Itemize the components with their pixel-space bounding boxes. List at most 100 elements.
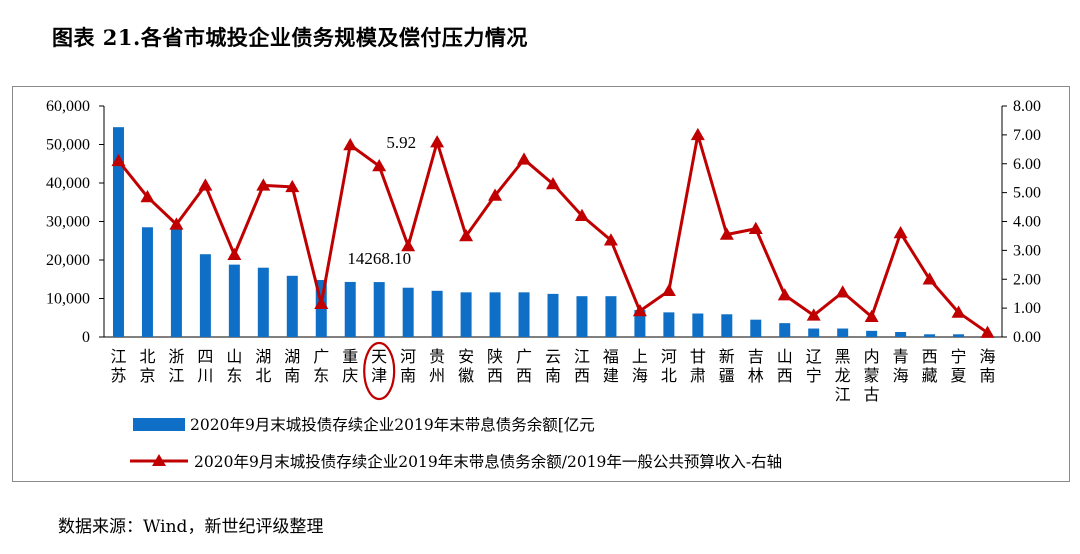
bar <box>634 310 646 337</box>
category-label: 云南 <box>545 347 561 385</box>
right-axis-tick-label: 3.00 <box>1013 242 1041 259</box>
source-note: 数据来源：Wind，新世纪评级整理 <box>58 517 324 537</box>
bar <box>402 287 414 337</box>
category-label: 陕西 <box>487 347 503 385</box>
bar <box>895 331 907 337</box>
chart-svg: 0 10,000 20,000 30,000 40,000 50,000 60,000 0.0… <box>46 98 1041 471</box>
category-label: 海南 <box>980 347 996 385</box>
category-label: 内蒙古 <box>864 347 880 404</box>
line-marker <box>864 309 879 323</box>
category-label: 广西 <box>516 347 532 385</box>
line-marker <box>459 228 474 242</box>
line-marker <box>488 188 503 201</box>
category-label: 四川 <box>197 347 213 385</box>
legend-bar-swatch <box>133 418 185 431</box>
category-label: 吉林 <box>748 347 764 385</box>
legend-bar-label: 2020年9月末城投债存续企业2019年末带息债务余额[亿元 <box>190 415 595 434</box>
category-label: 湖北 <box>255 347 271 385</box>
line-marker <box>922 272 937 285</box>
category-label: 天津 <box>371 347 387 385</box>
bar <box>547 293 559 337</box>
line-marker <box>285 179 300 193</box>
line-marker <box>951 305 966 318</box>
line-marker <box>517 152 532 165</box>
highlight-ellipse <box>363 341 396 401</box>
bar <box>286 275 298 337</box>
bar <box>866 330 878 337</box>
bar <box>373 282 385 337</box>
line-marker <box>661 283 676 297</box>
line-marker <box>632 304 647 317</box>
bar <box>228 264 240 337</box>
right-axis-tick-label: 2.00 <box>1013 271 1041 288</box>
category-label: 黑龙江 <box>835 347 851 404</box>
line-marker <box>111 153 126 167</box>
category-label: 河南 <box>400 347 416 385</box>
line-marker <box>430 135 445 148</box>
line-marker <box>806 308 821 321</box>
category-label: 河北 <box>661 347 677 385</box>
category-label: 北京 <box>139 347 155 385</box>
legend-line-marker <box>152 454 166 466</box>
category-label: 安徽 <box>458 347 474 385</box>
left-axis-tick-label: 40,000 <box>46 175 90 192</box>
legend-line-label: 2020年9月末城投债存续企业2019年末带息债务余额/2019年一般公共预算收… <box>194 452 782 471</box>
right-axis-tick-label: 5.00 <box>1013 185 1041 202</box>
category-label: 西藏 <box>922 347 938 385</box>
category-label: 贵州 <box>429 347 445 385</box>
line-marker <box>574 208 589 221</box>
left-axis-tick-label: 50,000 <box>46 137 90 154</box>
category-label: 浙江 <box>168 347 184 385</box>
bar <box>663 312 675 337</box>
line-marker <box>169 217 184 230</box>
category-label: 甘肃 <box>690 347 706 385</box>
right-axis-tick-label: 4.00 <box>1013 214 1041 231</box>
data-label: 5.92 <box>386 133 416 152</box>
category-label: 福建 <box>603 347 619 385</box>
category-label: 青海 <box>893 347 909 385</box>
line-marker <box>835 285 850 298</box>
line-marker <box>227 247 242 260</box>
right-axis-tick-label: 0.00 <box>1013 329 1041 346</box>
category-label: 湖南 <box>284 347 300 385</box>
bar <box>750 319 762 337</box>
category-label: 辽宁 <box>806 347 822 385</box>
category-label: 上海 <box>632 347 648 385</box>
right-axis-tick-label: 6.00 <box>1013 156 1041 173</box>
category-label: 广东 <box>313 347 329 385</box>
category-label: 宁夏 <box>951 347 967 385</box>
line-marker <box>980 325 995 338</box>
bar <box>605 296 617 337</box>
bar <box>808 328 820 337</box>
left-axis-tick-label: 10,000 <box>46 291 90 308</box>
bar <box>431 290 443 337</box>
line-marker <box>314 296 329 310</box>
left-axis-tick-label: 60,000 <box>46 98 90 115</box>
bar <box>112 127 124 337</box>
category-label: 江西 <box>574 347 590 385</box>
left-axis-tick-label: 0 <box>82 329 90 346</box>
bar <box>837 328 849 337</box>
line-marker <box>372 159 387 172</box>
figure-title: 图表 21.各省市城投企业债务规模及偿付压力情况 <box>52 25 528 50</box>
line-marker <box>546 176 560 190</box>
data-label: 14268.10 <box>347 249 411 268</box>
line-marker <box>748 221 763 234</box>
right-axis-tick-label: 1.00 <box>1013 300 1041 317</box>
bar <box>257 267 269 337</box>
bar <box>924 334 936 337</box>
bar <box>518 292 530 337</box>
line-marker <box>256 178 271 191</box>
bar <box>721 314 733 337</box>
line-marker <box>777 288 792 301</box>
chart-frame <box>12 86 1070 482</box>
category-label: 新疆 <box>719 347 735 385</box>
line-marker <box>690 127 705 141</box>
bar <box>141 227 153 337</box>
bar <box>953 334 965 337</box>
bar <box>576 296 588 337</box>
line-marker <box>343 137 358 151</box>
category-label: 重庆 <box>342 347 358 385</box>
left-axis-tick-label: 30,000 <box>46 214 90 231</box>
line-marker <box>198 178 213 191</box>
